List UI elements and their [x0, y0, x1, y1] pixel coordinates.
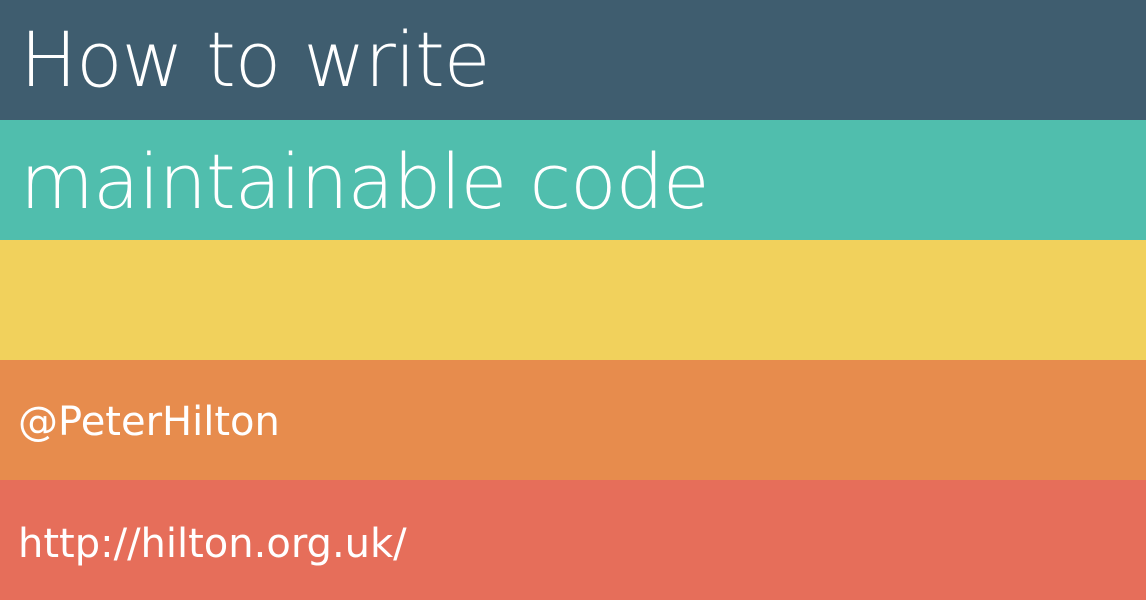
website-url: http://hilton.org.uk/ [18, 521, 407, 567]
color-band-orange: @PeterHilton [0, 360, 1146, 480]
color-band-coral: http://hilton.org.uk/ [0, 480, 1146, 600]
twitter-handle: @PeterHilton [18, 399, 280, 445]
color-band-slate: How to write [0, 0, 1146, 120]
color-band-teal: maintainable code [0, 120, 1146, 240]
title-line-1: How to write [20, 15, 490, 104]
title-line-2: maintainable code [20, 137, 710, 226]
color-band-yellow [0, 240, 1146, 360]
